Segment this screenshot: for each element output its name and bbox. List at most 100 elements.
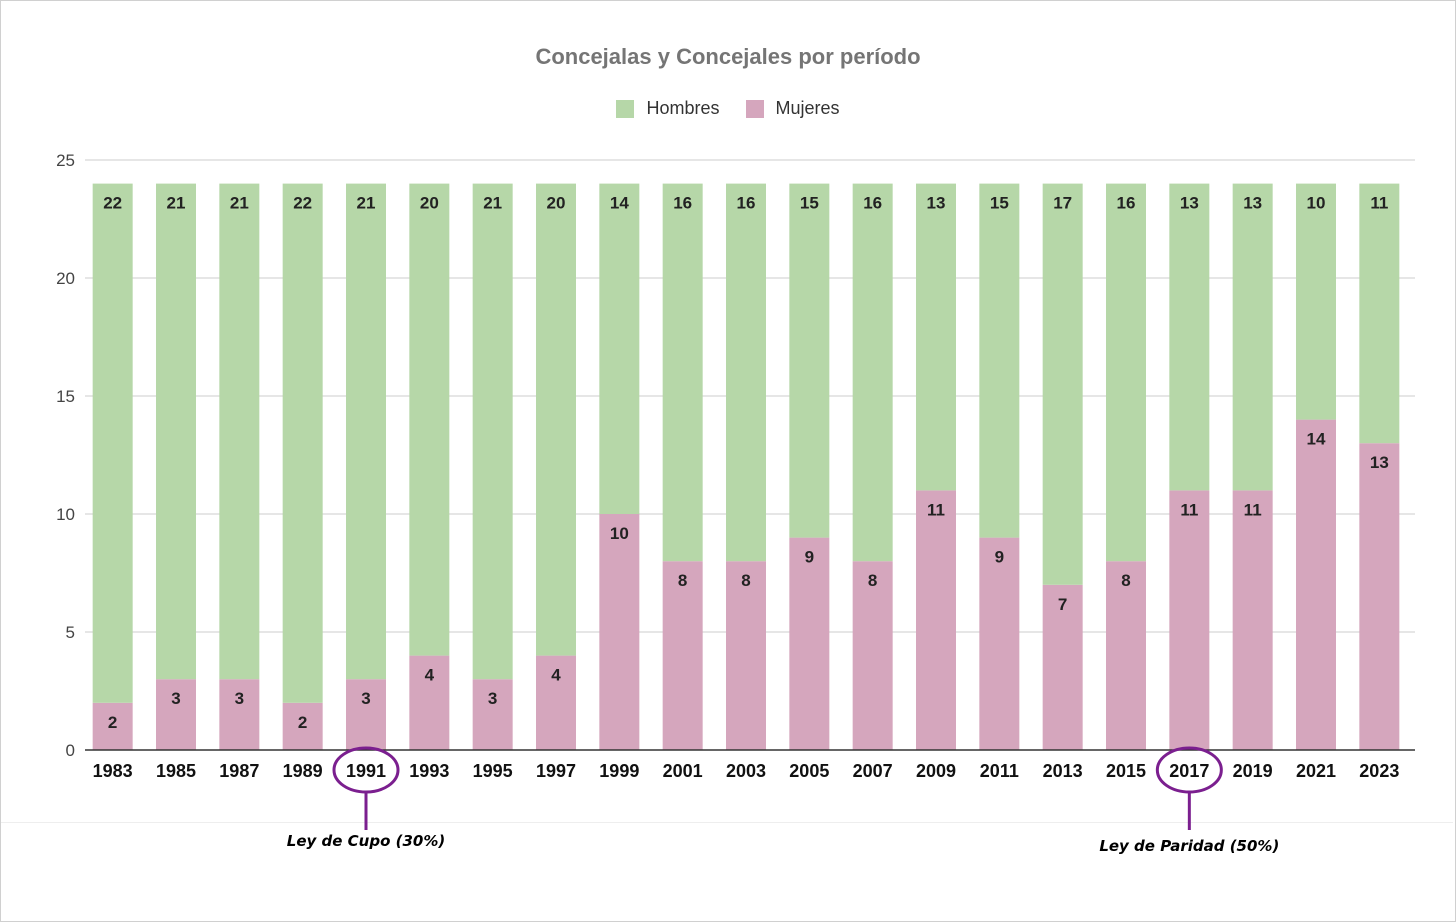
x-tick-label: 1983 [93, 761, 133, 781]
legend-item-mujeres: Mujeres [745, 98, 840, 119]
data-label-hombres: 16 [863, 194, 882, 213]
data-label-mujeres: 8 [1121, 571, 1130, 590]
x-tick-label: 2003 [726, 761, 766, 781]
bar-hombres [1232, 183, 1273, 491]
x-tick-label: 2017 [1169, 761, 1209, 781]
x-tick-label: 1993 [409, 761, 449, 781]
data-label-hombres: 15 [800, 194, 819, 213]
bar-mujeres [1232, 490, 1273, 750]
data-label-mujeres: 3 [235, 689, 244, 708]
data-label-mujeres: 9 [995, 548, 1004, 567]
bar-mujeres [1296, 419, 1336, 750]
legend-swatch-mujeres [745, 99, 764, 118]
y-tick-label: 15 [56, 387, 75, 406]
x-tick-label: 2007 [853, 761, 893, 781]
bar-hombres [599, 183, 640, 514]
annotation-label: Ley de Paridad (50%) [1099, 837, 1280, 855]
bar-hombres [789, 183, 830, 538]
x-tick-label: 2011 [980, 761, 1019, 781]
data-label-hombres: 10 [1307, 194, 1326, 213]
data-label-hombres: 16 [737, 194, 756, 213]
bar-mujeres [1359, 443, 1400, 750]
bar-mujeres [599, 514, 640, 750]
data-label-mujeres: 7 [1058, 595, 1067, 614]
x-tick-label: 2001 [663, 761, 703, 781]
data-label-hombres: 16 [1117, 194, 1136, 213]
data-label-hombres: 13 [1243, 194, 1262, 213]
bar-mujeres [726, 561, 766, 750]
data-label-mujeres: 3 [361, 689, 370, 708]
x-tick-label: 2013 [1043, 761, 1083, 781]
data-label-mujeres: 11 [1244, 500, 1262, 519]
bar-hombres [726, 183, 766, 562]
data-label-hombres: 21 [483, 194, 502, 213]
bar-hombres [219, 183, 260, 680]
bar-mujeres [1106, 561, 1146, 750]
data-label-hombres: 15 [990, 194, 1009, 213]
legend-label-hombres: Hombres [646, 98, 720, 118]
bar-hombres [1106, 183, 1146, 562]
legend-label-mujeres: Mujeres [775, 98, 840, 118]
data-label-mujeres: 2 [108, 713, 117, 732]
y-tick-label: 10 [56, 505, 75, 524]
bar-hombres [979, 183, 1020, 538]
chart-title: Concejalas y Concejales por período [535, 44, 921, 69]
bar-hombres [916, 183, 956, 491]
legend-item-hombres: Hombres [616, 98, 720, 119]
data-label-mujeres: 3 [488, 689, 497, 708]
data-label-hombres: 14 [610, 194, 629, 213]
data-label-hombres: 20 [547, 194, 566, 213]
bar-hombres [282, 183, 323, 703]
data-label-mujeres: 11 [927, 500, 945, 519]
bar-mujeres [282, 702, 323, 750]
bar-hombres [852, 183, 893, 562]
data-label-mujeres: 11 [1180, 500, 1198, 519]
data-label-hombres: 11 [1370, 194, 1388, 213]
data-label-mujeres: 9 [805, 548, 814, 567]
bar-hombres [472, 183, 513, 680]
divider [1, 822, 1453, 823]
bar-mujeres [346, 679, 386, 750]
x-tick-label: 1997 [536, 761, 576, 781]
data-label-mujeres: 8 [678, 571, 687, 590]
bar-hombres [156, 183, 196, 680]
data-label-hombres: 17 [1053, 194, 1072, 213]
bar-mujeres [472, 679, 513, 750]
bar-hombres [92, 183, 133, 703]
data-label-hombres: 21 [230, 194, 249, 213]
data-label-hombres: 21 [357, 194, 376, 213]
bar-mujeres [1042, 584, 1083, 750]
bar-mujeres [1169, 490, 1210, 750]
data-label-mujeres: 8 [741, 571, 750, 590]
legend-swatch-hombres [616, 99, 635, 118]
data-label-mujeres: 3 [171, 689, 180, 708]
y-tick-label: 25 [56, 151, 75, 170]
x-tick-label: 1999 [599, 761, 639, 781]
x-tick-label: 2015 [1106, 761, 1146, 781]
bar-hombres [1296, 183, 1336, 420]
data-label-mujeres: 14 [1307, 430, 1326, 449]
y-tick-label: 0 [66, 741, 75, 760]
data-label-mujeres: 2 [298, 713, 307, 732]
x-tick-label: 2023 [1359, 761, 1399, 781]
data-label-hombres: 22 [293, 194, 312, 213]
data-label-hombres: 13 [927, 194, 946, 213]
x-tick-label: 1985 [156, 761, 196, 781]
data-label-hombres: 20 [420, 194, 439, 213]
data-label-mujeres: 8 [868, 571, 877, 590]
bar-mujeres [979, 537, 1020, 750]
bar-hombres [346, 183, 386, 680]
bar-hombres [1359, 183, 1400, 444]
bar-hombres [536, 183, 576, 656]
y-tick-label: 20 [56, 269, 75, 288]
bar-mujeres [409, 655, 450, 750]
data-label-hombres: 16 [673, 194, 692, 213]
bar-mujeres [92, 702, 133, 750]
y-tick-label: 5 [66, 623, 75, 642]
legend: Hombres Mujeres [0, 98, 1456, 119]
annotation-label: Ley de Cupo (30%) [286, 832, 446, 850]
bar-hombres [1169, 183, 1210, 491]
x-tick-label: 2009 [916, 761, 956, 781]
bar-mujeres [662, 561, 703, 750]
